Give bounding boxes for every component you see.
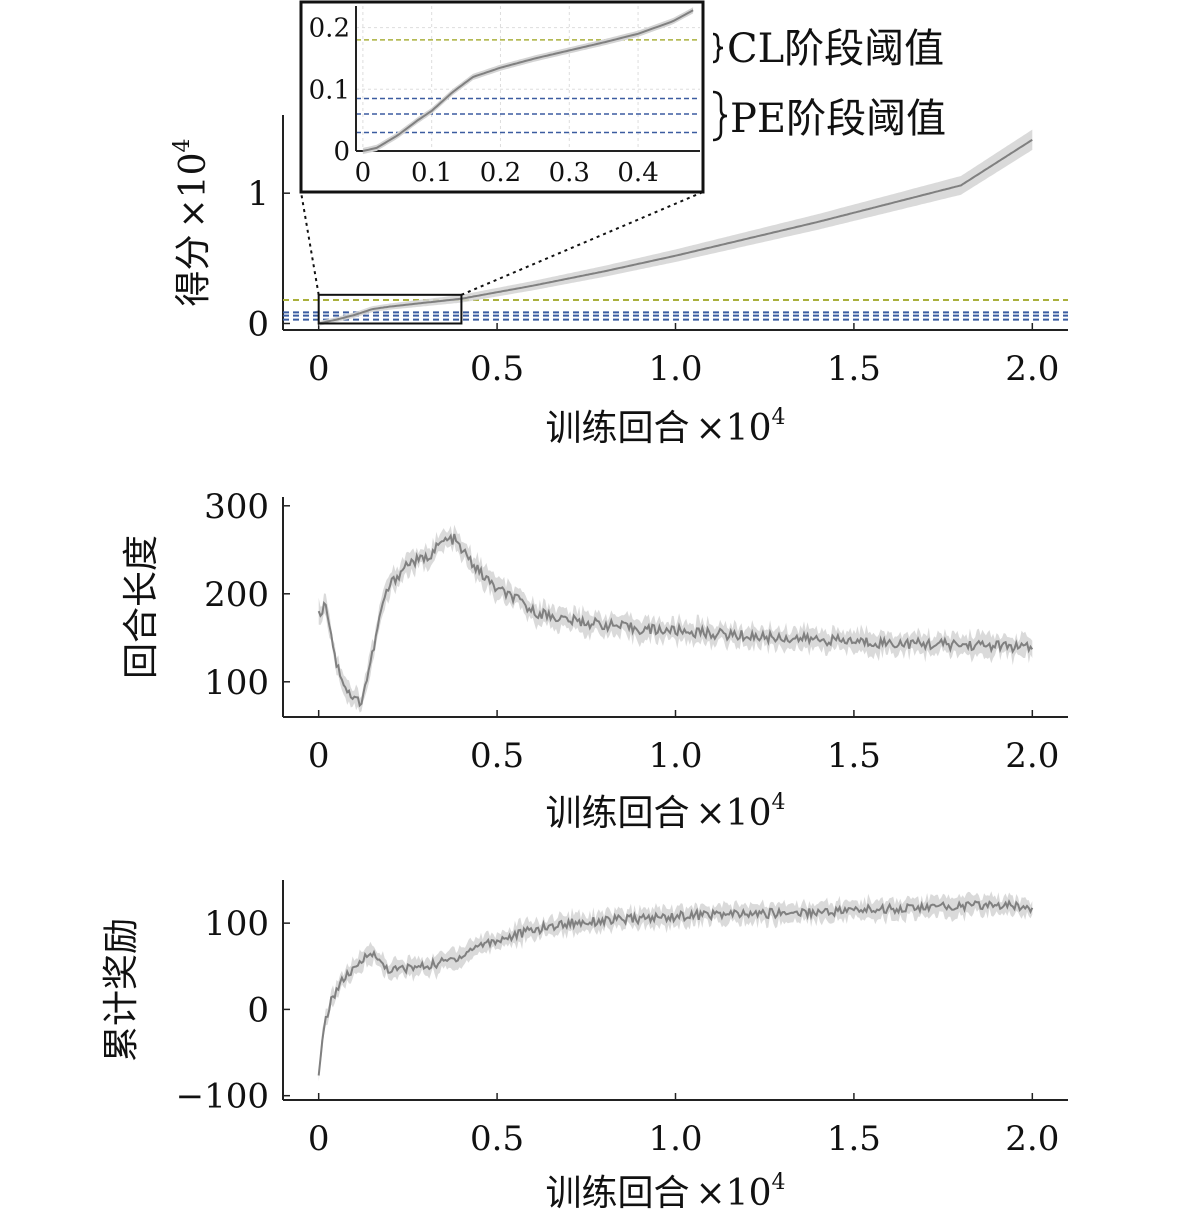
zoom-connector	[300, 191, 320, 295]
inset-y-tick-label: 0.1	[309, 75, 350, 105]
x-tick-label: 0.5	[470, 736, 524, 776]
y-axis-title: 回合长度	[121, 535, 162, 679]
y-tick-label: 100	[204, 663, 269, 703]
series-line	[317, 533, 1034, 708]
y-tick-label: 1	[247, 174, 269, 214]
x-axis-title: 训练回合 ×104	[546, 405, 786, 449]
x-tick-label: 1.5	[827, 1119, 881, 1159]
x-tick-label: 1.5	[827, 349, 881, 389]
x-tick-label: 0.5	[470, 1119, 524, 1159]
inset-x-tick-label: 0	[355, 158, 372, 188]
inset-y-tick-label: 0.2	[309, 14, 350, 44]
x-axis-title: 训练回合 ×104	[546, 1170, 786, 1214]
y-tick-label: 0	[247, 990, 269, 1030]
y-tick-label: 300	[204, 487, 269, 527]
x-axis-title: 训练回合 ×104	[546, 790, 786, 834]
cl-brace	[712, 32, 724, 64]
inset-x-tick-label: 0.2	[480, 158, 521, 188]
inset-confidence-band	[362, 7, 694, 155]
x-tick-label: 1.0	[648, 349, 702, 389]
pe-threshold-annotation: PE阶段阈值	[730, 96, 946, 142]
x-tick-label: 1.0	[648, 736, 702, 776]
cumulative-reward-panel: 0 0.5 1.0 1.5 2.0 −100 0 100 训练回合 ×104 累计奖励	[101, 880, 1068, 1214]
x-tick-label: 0	[308, 1119, 330, 1159]
y-tick-label: −100	[176, 1077, 269, 1117]
zoom-connector	[461, 191, 704, 296]
inset-x-tick-label: 0.4	[617, 158, 658, 188]
x-tick-label: 1.5	[827, 736, 881, 776]
episode-length-panel: 0 0.5 1.0 1.5 2.0 100 200 300 训练回合 ×104 回合长度	[121, 487, 1068, 834]
pe-brace	[712, 90, 728, 142]
inset-series-line	[362, 9, 694, 152]
inset-x-tick-label: 0.1	[411, 158, 452, 188]
y-axis-title: 得分×104	[170, 139, 214, 307]
cl-threshold-annotation: CL阶段阈值	[727, 26, 944, 72]
x-tick-label: 0.5	[470, 349, 524, 389]
zoom-box	[317, 293, 463, 325]
y-tick-label: 200	[204, 575, 269, 615]
inset-y-tick-label: 0	[333, 137, 350, 167]
x-tick-label: 0	[308, 349, 330, 389]
y-axis-title: 累计奖励	[101, 918, 142, 1062]
x-tick-label: 2.0	[1005, 1119, 1059, 1159]
x-tick-label: 2.0	[1005, 349, 1059, 389]
x-tick-label: 2.0	[1005, 736, 1059, 776]
series-line	[317, 898, 1034, 1076]
series-line	[318, 138, 1033, 325]
x-tick-label: 0	[308, 736, 330, 776]
y-tick-label: 0	[247, 304, 269, 344]
inset-x-tick-label: 0.3	[549, 158, 590, 188]
x-tick-label: 1.0	[648, 1119, 702, 1159]
inset-plot: 0 0.1 0.2 0.3 0.4 0 0.1 0.2	[299, 0, 705, 194]
series-confidence-band	[318, 891, 1033, 1082]
y-tick-label: 100	[204, 904, 269, 944]
